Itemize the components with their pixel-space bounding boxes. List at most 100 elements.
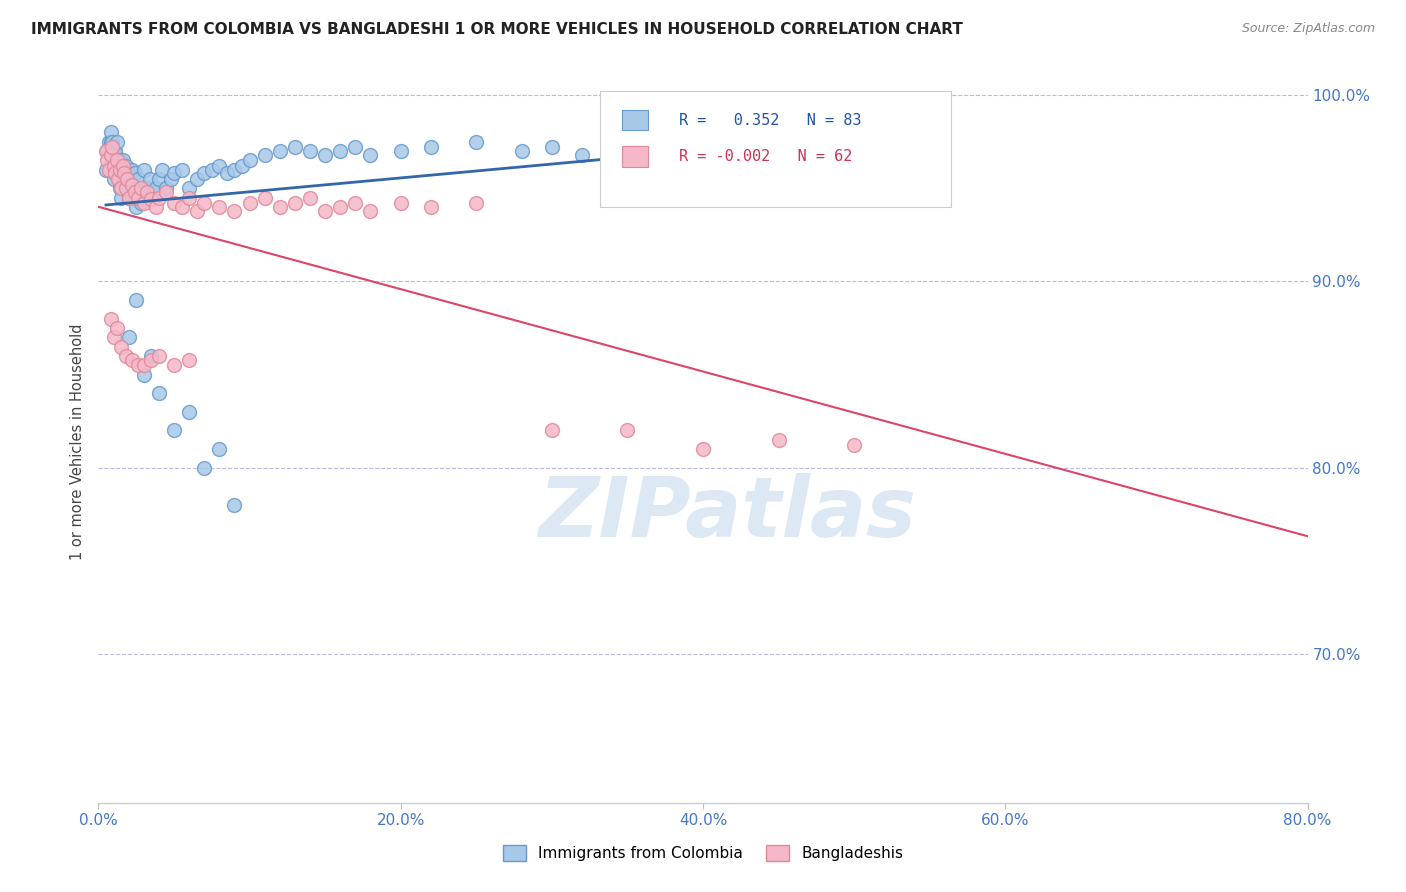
- Point: [112, 172, 135, 186]
- Point: [103, 144, 125, 158]
- Point: [145, 200, 167, 214]
- Point: [127, 191, 149, 205]
- Point: [179, 405, 201, 419]
- Point: [103, 172, 125, 186]
- Point: [231, 159, 253, 173]
- Point: [150, 162, 173, 177]
- Point: [201, 162, 224, 177]
- Point: [94, 144, 117, 158]
- Point: [110, 191, 132, 205]
- FancyBboxPatch shape: [621, 110, 648, 130]
- Point: [148, 349, 170, 363]
- Point: [314, 203, 336, 218]
- Point: [105, 153, 128, 168]
- Point: [121, 352, 143, 367]
- Point: [132, 162, 155, 177]
- Point: [121, 162, 143, 177]
- Point: [110, 340, 132, 354]
- Point: [179, 181, 201, 195]
- Point: [114, 181, 136, 195]
- FancyBboxPatch shape: [621, 145, 648, 167]
- Point: [208, 442, 231, 456]
- Point: [186, 172, 208, 186]
- Point: [215, 166, 238, 180]
- Point: [115, 172, 138, 186]
- Point: [114, 181, 136, 195]
- Point: [96, 144, 118, 158]
- Text: Source: ZipAtlas.com: Source: ZipAtlas.com: [1241, 22, 1375, 36]
- Legend: Immigrants from Colombia, Bangladeshis: Immigrants from Colombia, Bangladeshis: [496, 839, 910, 867]
- Point: [284, 140, 307, 154]
- Point: [465, 135, 488, 149]
- Point: [314, 148, 336, 162]
- Point: [692, 442, 714, 456]
- Point: [118, 191, 141, 205]
- Point: [141, 193, 163, 207]
- Point: [208, 200, 231, 214]
- Point: [389, 196, 412, 211]
- Point: [540, 423, 562, 437]
- Point: [105, 162, 128, 177]
- Point: [768, 433, 790, 447]
- Point: [616, 144, 638, 158]
- Point: [139, 172, 162, 186]
- Point: [344, 196, 367, 211]
- Point: [420, 200, 443, 214]
- Point: [420, 140, 443, 154]
- Point: [389, 144, 412, 158]
- Point: [121, 178, 143, 192]
- Point: [170, 200, 193, 214]
- Point: [103, 330, 125, 344]
- Point: [108, 153, 131, 168]
- Point: [179, 352, 201, 367]
- Point: [108, 181, 131, 195]
- Point: [98, 162, 121, 177]
- Text: R =   0.352   N = 83: R = 0.352 N = 83: [679, 112, 862, 128]
- Point: [145, 181, 167, 195]
- Point: [103, 159, 125, 173]
- Point: [360, 148, 382, 162]
- Point: [114, 349, 136, 363]
- Point: [101, 135, 124, 149]
- Point: [96, 153, 118, 168]
- Text: R = -0.002   N = 62: R = -0.002 N = 62: [679, 149, 852, 163]
- Point: [104, 144, 127, 158]
- Point: [224, 498, 246, 512]
- Point: [124, 185, 146, 199]
- Point: [141, 349, 163, 363]
- Point: [128, 185, 150, 199]
- Point: [112, 166, 135, 180]
- Point: [100, 125, 122, 139]
- Point: [104, 162, 127, 177]
- Point: [170, 162, 193, 177]
- Point: [148, 191, 170, 205]
- Point: [107, 172, 129, 186]
- Point: [127, 172, 149, 186]
- Point: [120, 181, 142, 195]
- Point: [122, 178, 145, 192]
- Point: [540, 140, 562, 154]
- Point: [163, 166, 186, 180]
- Point: [329, 200, 352, 214]
- Point: [329, 144, 352, 158]
- Point: [253, 148, 276, 162]
- Point: [284, 196, 307, 211]
- Point: [125, 293, 148, 307]
- Point: [186, 203, 208, 218]
- Point: [224, 162, 246, 177]
- Point: [142, 185, 165, 199]
- Point: [160, 172, 183, 186]
- Point: [155, 181, 177, 195]
- Point: [616, 423, 638, 437]
- Point: [193, 196, 215, 211]
- Point: [118, 191, 141, 205]
- Point: [111, 159, 134, 173]
- Point: [100, 135, 122, 149]
- Point: [163, 358, 186, 372]
- Point: [104, 166, 127, 180]
- Point: [135, 185, 157, 199]
- Point: [269, 144, 291, 158]
- Point: [239, 196, 262, 211]
- Point: [105, 321, 128, 335]
- Point: [110, 181, 132, 195]
